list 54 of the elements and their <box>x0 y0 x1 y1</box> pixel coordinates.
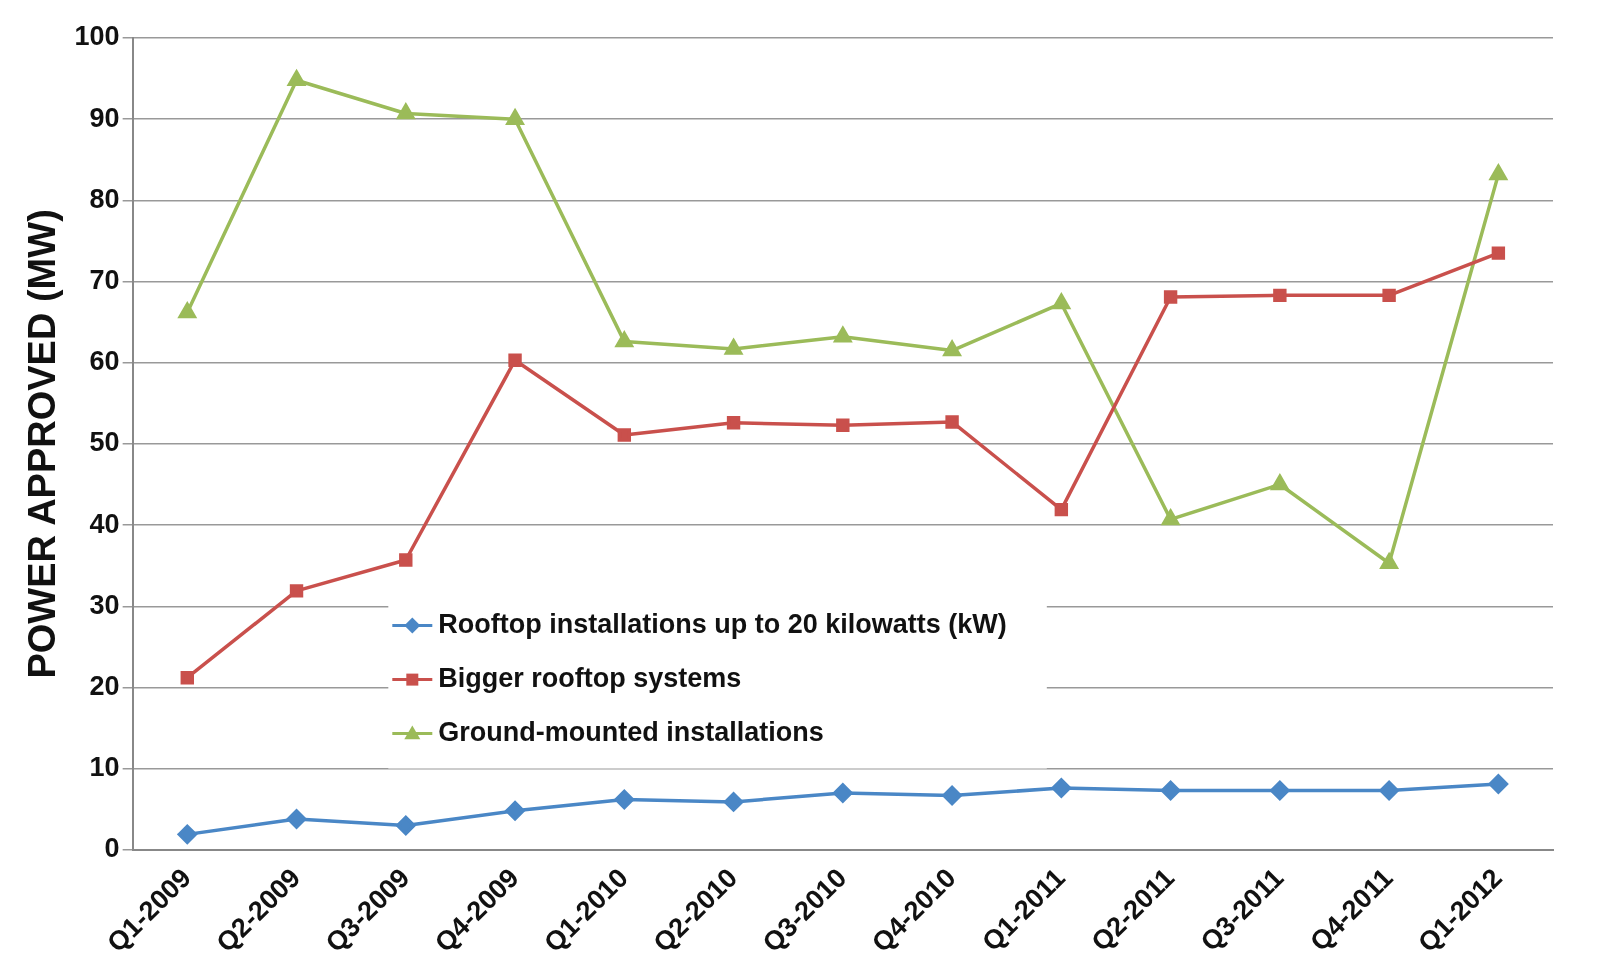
point <box>726 416 741 430</box>
point <box>833 783 853 803</box>
point <box>834 326 852 343</box>
point <box>614 789 635 810</box>
point <box>396 815 416 836</box>
point <box>945 415 959 429</box>
point <box>287 70 306 86</box>
point <box>615 331 633 348</box>
point <box>1488 774 1509 794</box>
y-tick-label: 40 <box>89 508 120 539</box>
point <box>1382 288 1396 303</box>
point <box>1379 780 1399 801</box>
point <box>1163 290 1178 304</box>
point <box>1051 778 1072 798</box>
point <box>1271 474 1289 491</box>
point <box>1380 553 1398 569</box>
point <box>399 553 413 567</box>
point <box>1489 164 1508 181</box>
y-tick-label: 50 <box>89 427 120 458</box>
point <box>1491 246 1506 260</box>
point <box>289 584 304 598</box>
y-tick-label: 90 <box>89 102 120 133</box>
point <box>724 339 743 355</box>
point <box>508 353 522 367</box>
point <box>397 103 415 120</box>
y-axis-title: POWER APPROVED (MW) <box>21 209 64 679</box>
y-tick-label: 100 <box>74 21 120 52</box>
y-tick-label: 10 <box>89 752 120 783</box>
point <box>180 670 194 685</box>
point <box>617 428 632 442</box>
point <box>723 792 744 812</box>
y-tick-label: 20 <box>89 670 120 701</box>
point <box>1273 288 1287 303</box>
legend-label: Ground-mounted installations <box>438 717 824 748</box>
point <box>942 785 962 806</box>
point <box>1160 780 1181 801</box>
point <box>506 109 524 125</box>
point <box>178 302 196 319</box>
point <box>1161 509 1180 526</box>
y-tick-label: 30 <box>89 589 120 620</box>
y-tick-label: 80 <box>89 183 120 214</box>
point <box>943 340 961 357</box>
point <box>286 809 307 829</box>
point <box>1054 502 1069 517</box>
y-tick-label: 60 <box>89 346 120 377</box>
y-tick-label: 70 <box>89 264 120 295</box>
point <box>836 418 850 432</box>
legend-label: Bigger rooftop systems <box>438 663 742 694</box>
point <box>177 824 198 845</box>
point <box>1270 780 1290 801</box>
point <box>1052 293 1071 310</box>
point <box>505 801 525 821</box>
y-tick-label: 0 <box>104 833 120 864</box>
legend-label: Rooftop installations up to 20 kilowatts (kW) <box>438 609 1007 640</box>
